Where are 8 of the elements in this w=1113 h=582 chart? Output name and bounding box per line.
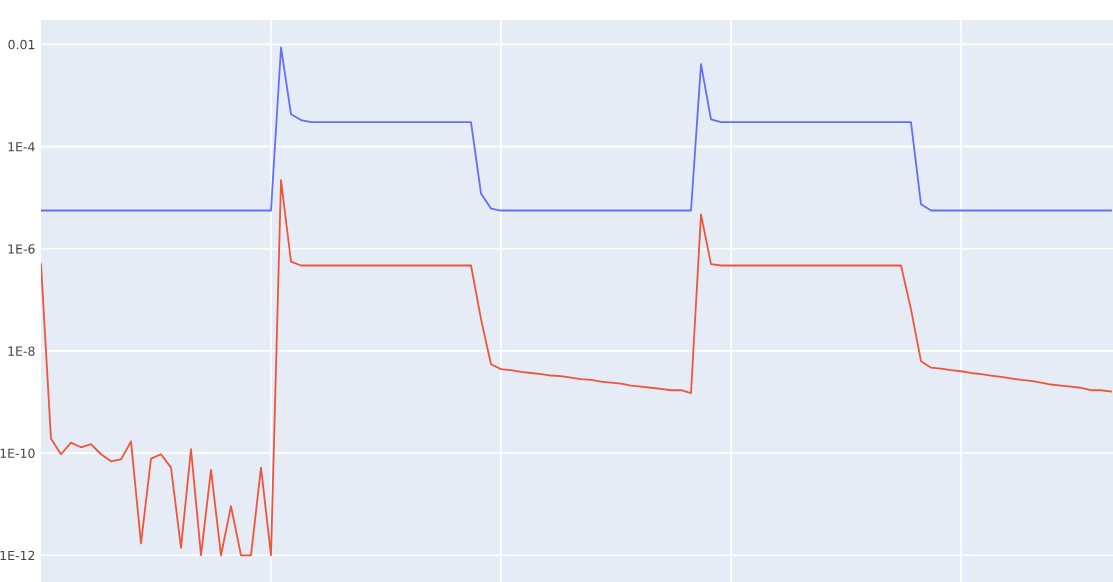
- y-tick-label: 1E-6: [8, 244, 35, 254]
- y-tick-label: 1E-4: [8, 142, 35, 152]
- line-series: [41, 179, 1112, 557]
- y-tick-label: 1E-10: [0, 448, 35, 459]
- y-tick-label: 1E-12: [0, 550, 35, 561]
- line-series: [41, 46, 1112, 212]
- y-tick-label: 1E-8: [8, 346, 35, 356]
- y-tick-label: 0.01: [8, 39, 35, 50]
